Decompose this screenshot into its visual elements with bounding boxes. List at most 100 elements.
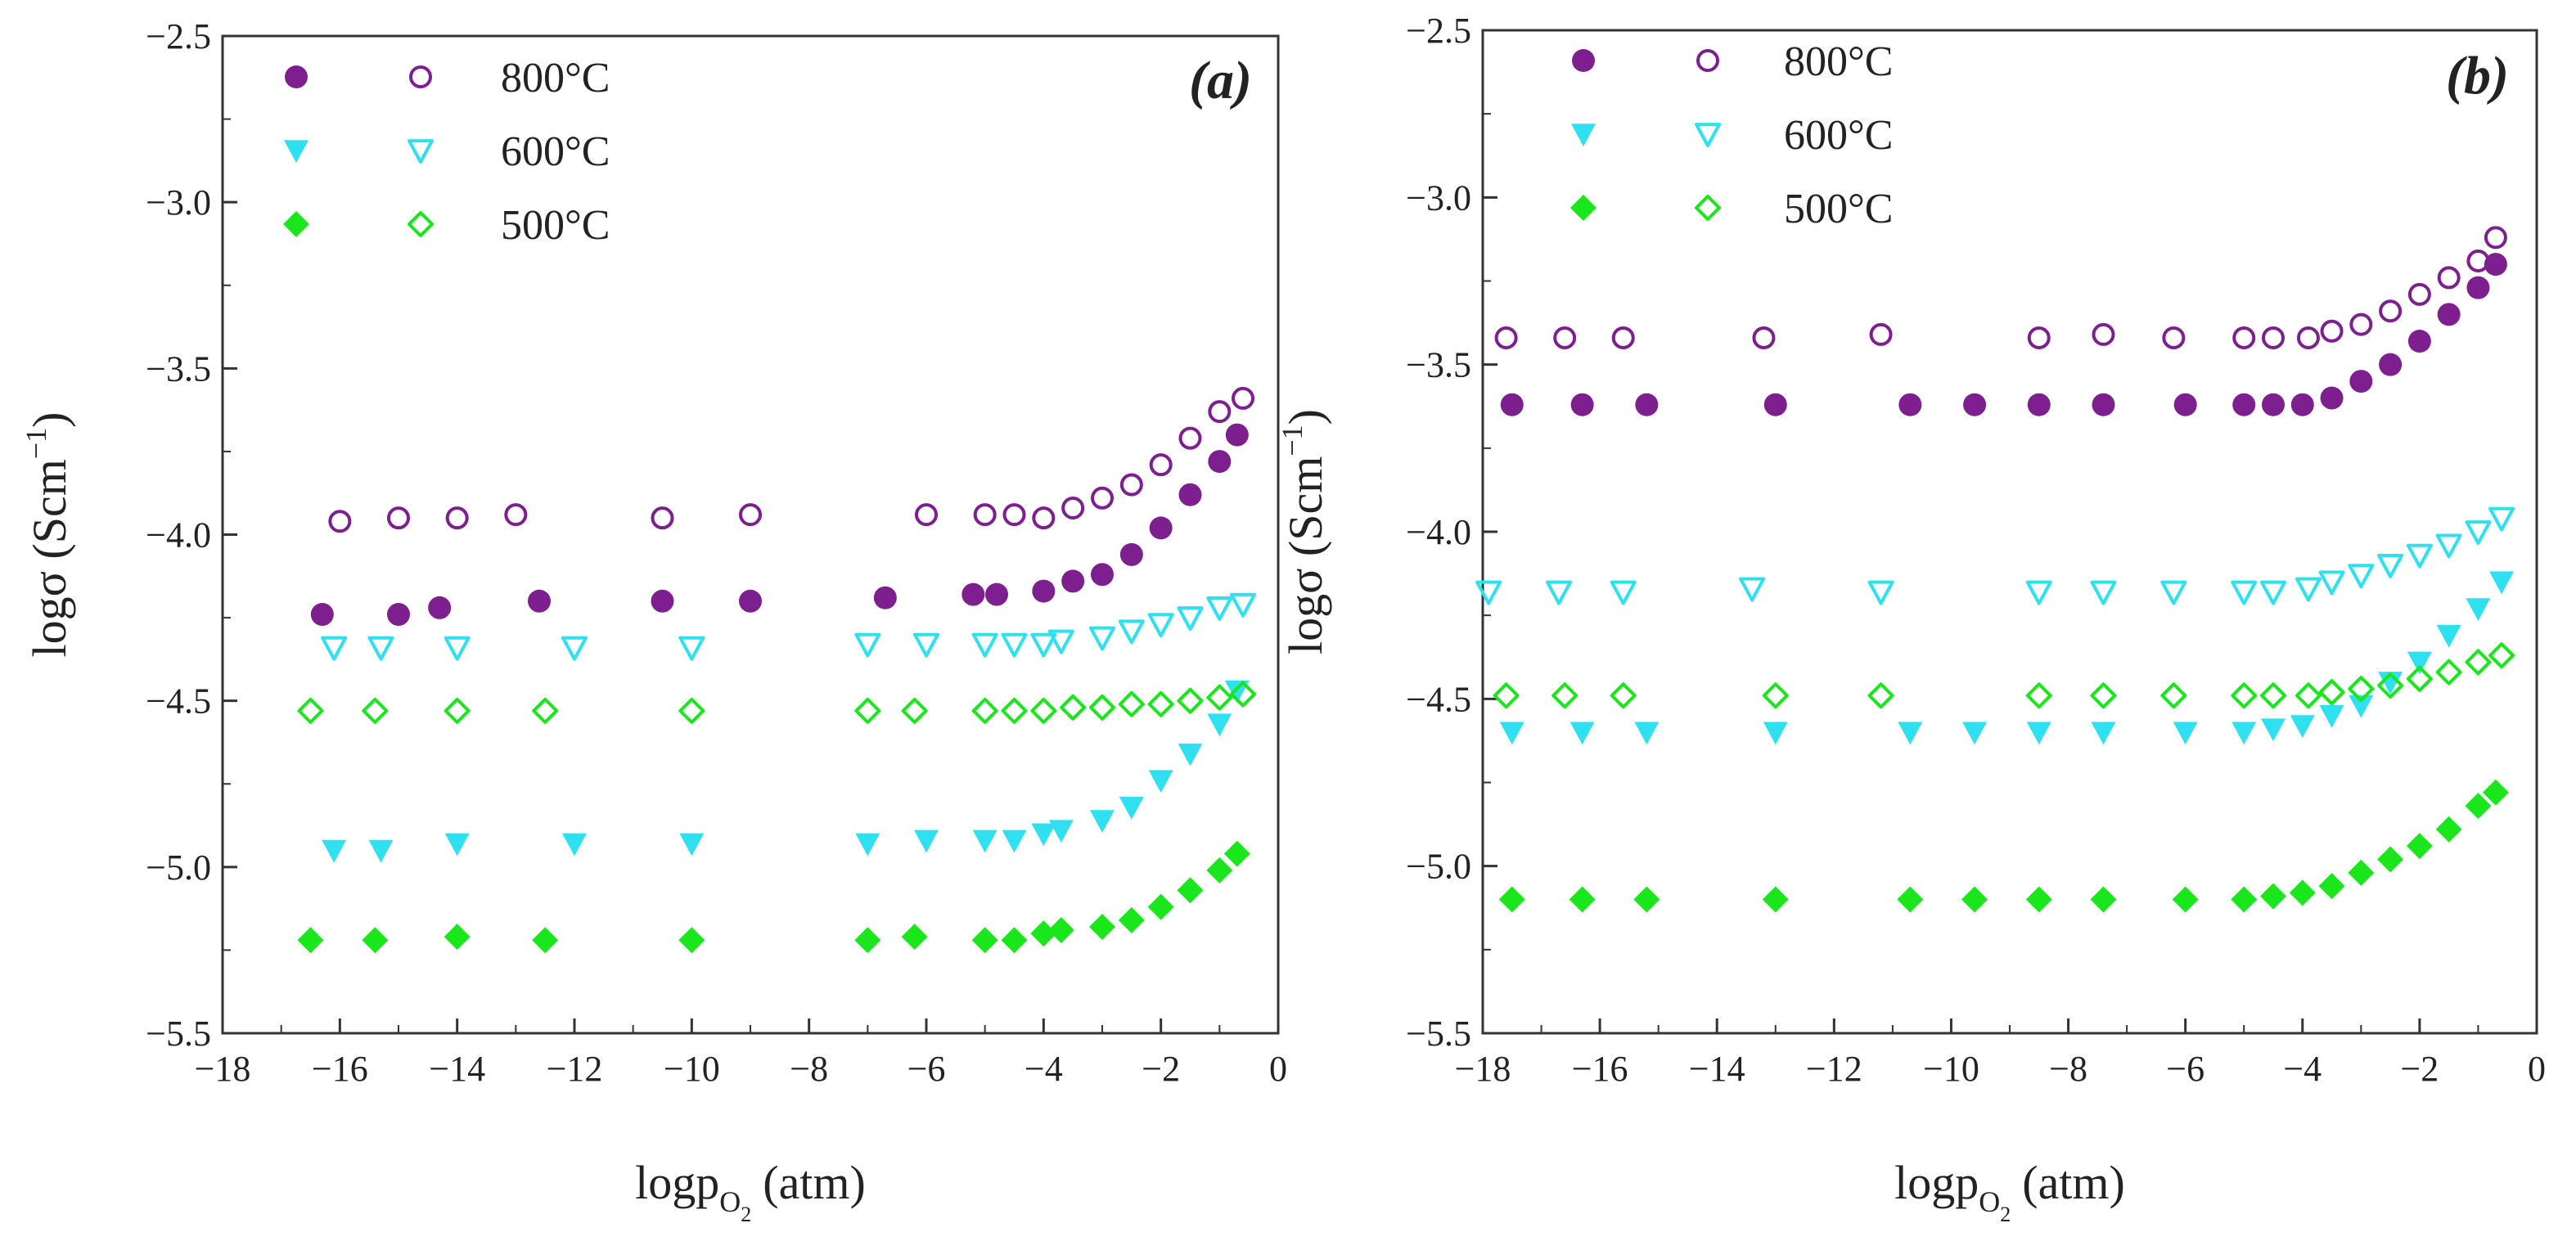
data-point — [1611, 326, 1635, 349]
data-point — [1206, 857, 1233, 884]
data-point — [1569, 886, 1596, 913]
y-axis-label: logσ (Scm−1) — [20, 412, 76, 658]
legend-marker-filled — [284, 140, 308, 163]
data-point — [2465, 520, 2492, 545]
data-point — [2349, 695, 2374, 718]
data-point — [2378, 672, 2403, 695]
data-point — [2435, 533, 2462, 559]
data-point — [961, 582, 985, 606]
data-point — [321, 636, 348, 661]
data-point — [2379, 299, 2403, 323]
y-tick-label: −3.5 — [146, 348, 211, 389]
data-point — [1570, 393, 1594, 416]
data-point — [2090, 580, 2117, 605]
data-point — [1030, 697, 1057, 724]
data-point — [1177, 606, 1204, 632]
y-tick-label: −5.0 — [1406, 847, 1471, 887]
x-axis-label-unit: (atm) — [763, 1156, 866, 1209]
data-point — [1206, 684, 1233, 711]
data-point — [2437, 266, 2461, 290]
x-axis-label: logpO2 (atm) — [1894, 1156, 2125, 1226]
x-tick-label: −2 — [2400, 1049, 2439, 1089]
data-point — [2092, 393, 2115, 416]
series — [1493, 642, 2515, 709]
data-point — [1032, 506, 1056, 530]
panel-a: −18 −16 −14 −12 −10 −8 −6 −4 −2 0−5.5−5.0−4.5−4.0… — [20, 16, 1287, 1226]
data-point — [1610, 682, 1637, 709]
data-point — [2290, 393, 2314, 416]
data-point — [854, 697, 881, 724]
data-point — [2348, 564, 2375, 589]
data-point — [2318, 570, 2345, 596]
x-tick-label: −6 — [2166, 1049, 2204, 1089]
data-point — [1634, 722, 1660, 745]
legend-marker-filled — [285, 65, 308, 88]
data-point — [2090, 886, 2117, 913]
legend-label: 600°C — [1784, 112, 1893, 159]
legend-marker-filled — [1571, 124, 1596, 146]
series — [1494, 226, 2507, 349]
data-point — [428, 596, 452, 619]
data-point — [1739, 577, 1766, 602]
data-point — [2435, 659, 2462, 686]
data-point — [2290, 715, 2315, 739]
data-point — [2318, 873, 2345, 900]
data-point — [1208, 450, 1232, 474]
data-point — [1148, 770, 1173, 794]
series — [328, 386, 1254, 533]
legend-marker-open — [409, 65, 432, 88]
legend-marker-open — [1695, 195, 1721, 221]
y-tick-label: −3.5 — [1406, 345, 1471, 385]
x-tick-label: −14 — [1689, 1049, 1745, 1089]
data-point — [1224, 680, 1250, 704]
data-point — [739, 589, 762, 613]
data-point — [1232, 386, 1254, 410]
data-point — [1047, 917, 1074, 944]
series — [321, 592, 1256, 661]
data-point — [2436, 624, 2461, 648]
data-point — [1635, 393, 1659, 416]
data-point — [2407, 282, 2431, 306]
data-point — [532, 927, 559, 954]
data-point — [528, 589, 551, 613]
data-point — [1118, 906, 1145, 933]
data-point — [1047, 629, 1074, 654]
data-point — [1897, 886, 1924, 913]
x-tick-label: −12 — [1806, 1049, 1862, 1089]
x-tick-label: −8 — [2049, 1049, 2087, 1089]
legend-marker-filled — [1572, 49, 1595, 72]
data-point — [973, 503, 997, 527]
data-point — [1060, 694, 1087, 721]
data-point — [1030, 632, 1057, 658]
data-point — [1963, 393, 1987, 416]
data-point — [1475, 580, 1502, 605]
data-point — [2482, 779, 2509, 806]
x-axis-label-main: logp — [635, 1156, 719, 1209]
data-point — [971, 632, 998, 658]
x-tick-label: 0 — [1269, 1049, 1287, 1089]
data-point — [2173, 722, 2198, 745]
data-point — [2231, 682, 2258, 709]
data-point — [901, 697, 928, 724]
data-point — [504, 503, 528, 527]
data-point — [2260, 580, 2286, 605]
series — [322, 680, 1250, 863]
data-point — [2025, 580, 2052, 605]
series — [1498, 779, 2509, 913]
x-tick-label: −4 — [1025, 1049, 1063, 1089]
data-point — [2377, 553, 2404, 578]
legend-marker-open — [1696, 49, 1719, 72]
y-axis-label-close: ) — [1279, 409, 1332, 425]
legend-marker-filled — [1570, 195, 1596, 221]
plot-frame — [221, 34, 1280, 1035]
data-point — [2377, 672, 2404, 699]
data-point — [1061, 569, 1085, 593]
x-tick-label: −16 — [1572, 1049, 1628, 1089]
y-tick-label: −5.5 — [146, 1014, 211, 1054]
data-point — [678, 697, 705, 724]
data-point — [678, 927, 705, 954]
legend-marker-filled — [283, 211, 309, 237]
data-point — [297, 697, 324, 724]
data-point — [2407, 651, 2432, 675]
